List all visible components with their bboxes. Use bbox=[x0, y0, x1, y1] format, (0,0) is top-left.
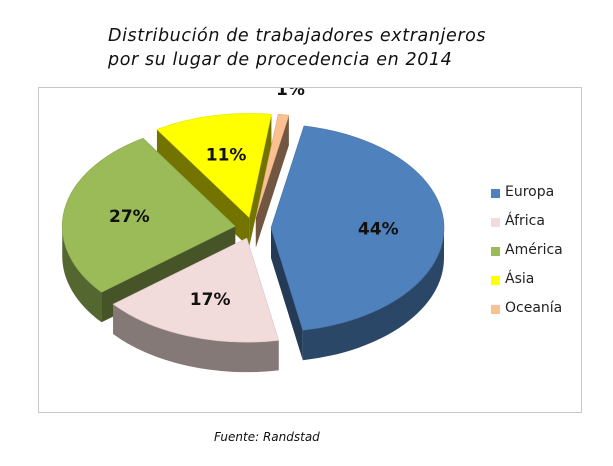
data-label-asia: 11% bbox=[206, 145, 247, 165]
chart-title-line-1: Distribución de trabajadores extranjeros bbox=[108, 26, 487, 46]
data-label-europa: 44% bbox=[358, 219, 399, 239]
data-label-america: 27% bbox=[109, 207, 150, 227]
legend-label: Europa bbox=[505, 184, 555, 200]
legend-swatch bbox=[491, 276, 500, 285]
legend-swatch bbox=[491, 218, 500, 227]
chart-title-line-2: por su lugar de procedencia en 2014 bbox=[108, 50, 453, 70]
pie-slice-africa bbox=[112, 237, 280, 373]
legend-label: Ásia bbox=[505, 271, 535, 287]
data-label-africa: 17% bbox=[190, 290, 231, 310]
source-note: Fuente: Randstad bbox=[214, 430, 320, 444]
legend-label: Oceanía bbox=[505, 300, 563, 316]
data-label-oceania: 1% bbox=[276, 88, 305, 100]
chart-title: Distribución de trabajadores extranjeros… bbox=[108, 24, 538, 72]
pie-chart: 44% 17% 27% 11% 1% bbox=[61, 88, 445, 373]
pie-slice-europa bbox=[270, 125, 445, 361]
legend-label: América bbox=[505, 242, 563, 258]
legend-swatch bbox=[491, 305, 500, 314]
pie-slice-oceania bbox=[255, 113, 290, 248]
legend-swatch bbox=[491, 247, 500, 256]
legend-swatch bbox=[491, 189, 500, 198]
legend-label: África bbox=[505, 213, 545, 229]
chart-area: 44% 17% 27% 11% 1% Europa África América Ásia Oc… bbox=[38, 87, 582, 413]
